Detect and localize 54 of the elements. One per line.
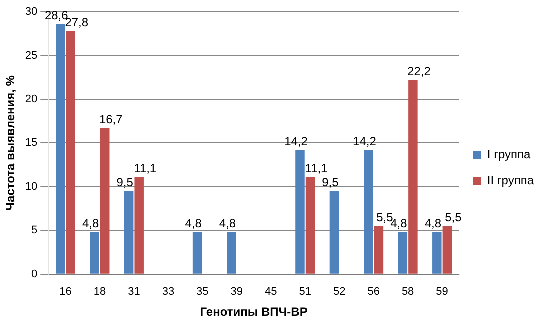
x-axis-title: Генотипы ВПЧ-ВР [200,305,308,320]
data-label: 16,7 [99,112,124,127]
x-tick-label: 56 [368,286,380,298]
x-tick-label: 52 [333,286,346,298]
bar [100,128,110,274]
data-label: 28,6 [44,8,69,23]
x-tick-label: 33 [162,286,175,298]
y-tick-label: 30 [25,6,38,18]
x-tick-label: 16 [60,286,72,298]
bar [90,232,100,274]
data-label: 14,2 [353,134,377,149]
x-tick-label: 59 [436,286,448,298]
bar [66,31,76,274]
x-tick-label: 39 [230,286,244,298]
x-tick-label: 18 [94,286,106,298]
data-label: 4,8 [82,216,100,231]
y-tick-label: 10 [25,180,38,193]
data-label: 11,1 [305,162,328,176]
bar [374,226,384,274]
y-tick-label: 0 [32,268,38,280]
bar [364,150,374,274]
x-tick-label: 31 [128,286,140,298]
y-tick-label: 20 [25,94,38,106]
y-tick-label: 25 [25,50,38,62]
y-tick-label: 5 [32,224,38,237]
data-label: 4,8 [185,216,202,231]
bar [227,232,236,274]
x-tick-label: 51 [299,286,312,298]
y-tick-label: 15 [25,137,38,150]
legend-label: I группа [487,147,531,162]
data-label: 9,5 [322,176,340,190]
x-tick-label: 45 [265,286,278,298]
legend-label: II группа [487,173,534,188]
bar [124,191,134,274]
x-tick-label: 35 [196,286,209,298]
data-label: 4,8 [219,216,236,231]
bar [442,226,452,274]
data-label: 11,1 [134,162,157,176]
data-label: 14,2 [284,134,308,149]
data-label: 22,2 [408,64,432,79]
bar [134,177,144,274]
data-label: 9,5 [116,176,134,190]
bar [56,24,66,274]
data-label: 5,5 [445,210,462,225]
bar [296,150,305,274]
bar [398,232,408,274]
bar [408,80,418,274]
bar [432,232,442,274]
data-label: 4,8 [424,216,442,231]
x-tick-label: 58 [402,286,414,298]
bar [306,177,316,274]
y-axis-title: Частота выявления, % [4,75,18,211]
bar [192,232,202,274]
bar [330,191,340,274]
